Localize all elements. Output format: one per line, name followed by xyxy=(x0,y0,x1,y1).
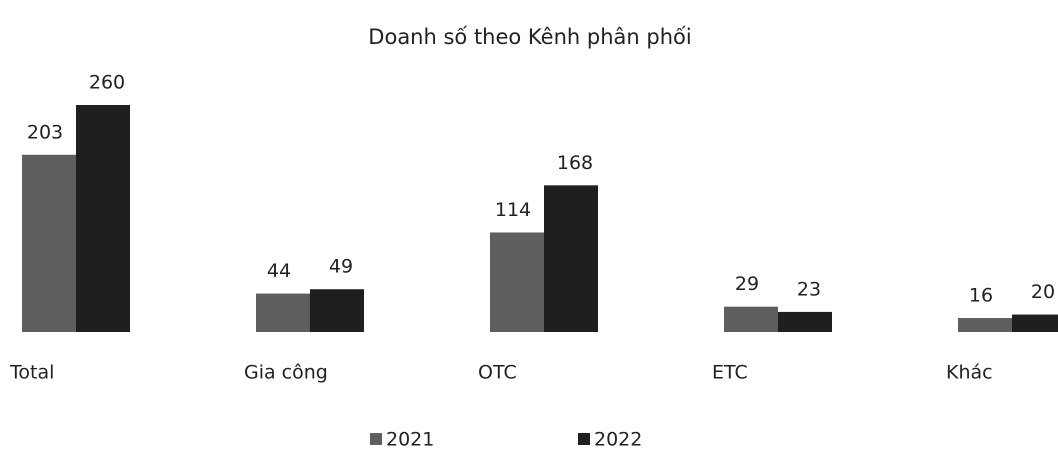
data-label: 49 xyxy=(329,256,353,278)
data-label: 44 xyxy=(267,260,291,282)
bar xyxy=(310,289,364,332)
data-label: 16 xyxy=(969,285,993,307)
legend-swatch xyxy=(370,433,382,445)
bar xyxy=(958,318,1012,332)
legend-label: 2021 xyxy=(386,429,434,450)
x-tick-label: Khác xyxy=(946,362,993,384)
legend-label: 2022 xyxy=(594,429,642,450)
bar xyxy=(1012,314,1058,332)
data-label: 260 xyxy=(89,72,125,94)
data-label: 20 xyxy=(1031,281,1055,303)
data-label: 203 xyxy=(27,121,63,143)
data-label: 23 xyxy=(797,278,821,300)
bar xyxy=(22,154,76,332)
data-label: 168 xyxy=(557,152,593,174)
bar xyxy=(724,306,778,332)
chart-title: Doanh số theo Kênh phân phối xyxy=(368,25,691,49)
x-tick-label: Total xyxy=(9,362,54,384)
bar xyxy=(76,105,130,332)
x-tick-label: OTC xyxy=(478,362,517,384)
x-tick-label: Gia công xyxy=(244,362,328,384)
bar xyxy=(490,232,544,332)
bar xyxy=(256,293,310,332)
legend-swatch xyxy=(578,433,590,445)
bar xyxy=(544,185,598,332)
x-tick-label: ETC xyxy=(712,362,748,384)
bar xyxy=(778,311,832,332)
data-label: 29 xyxy=(735,273,759,295)
data-label: 114 xyxy=(495,199,531,221)
